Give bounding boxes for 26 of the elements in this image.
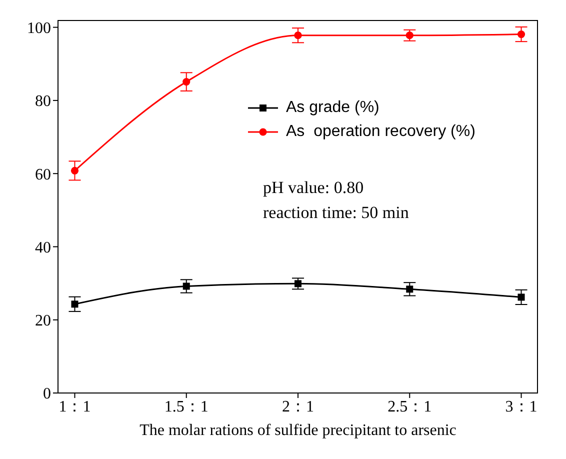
point xyxy=(182,78,190,86)
x-axis-title: The molar rations of sulfide precipitant to arsenic xyxy=(140,422,456,439)
y-tick-label: 20 xyxy=(35,312,51,330)
y-tick-label: 100 xyxy=(27,20,51,37)
annotation: reaction time: 50 min xyxy=(263,203,409,223)
point xyxy=(71,300,78,308)
x-tick-label: 3：1 xyxy=(505,398,538,416)
point xyxy=(294,280,302,288)
point xyxy=(406,286,414,293)
y-tick-label: 80 xyxy=(35,93,51,110)
x-tick-label: 2.5：1 xyxy=(388,398,432,416)
y-tick-label: 60 xyxy=(35,166,51,184)
point xyxy=(294,32,302,40)
point xyxy=(518,294,525,301)
y-tick-label: 40 xyxy=(35,239,51,256)
annotation: pH value: 0.80 xyxy=(263,178,364,198)
point xyxy=(517,30,526,38)
legend-label: As grade (%) xyxy=(286,98,380,118)
y-tick-label: 0 xyxy=(43,386,51,403)
point xyxy=(70,166,79,174)
x-tick-label: 2：1 xyxy=(282,398,314,416)
x-tick-label: 1.5：1 xyxy=(164,398,208,416)
x-tick-label: 1：1 xyxy=(58,398,91,416)
point xyxy=(406,32,414,40)
legend-label: As operation recovery (%) xyxy=(286,122,476,142)
point xyxy=(182,282,190,290)
